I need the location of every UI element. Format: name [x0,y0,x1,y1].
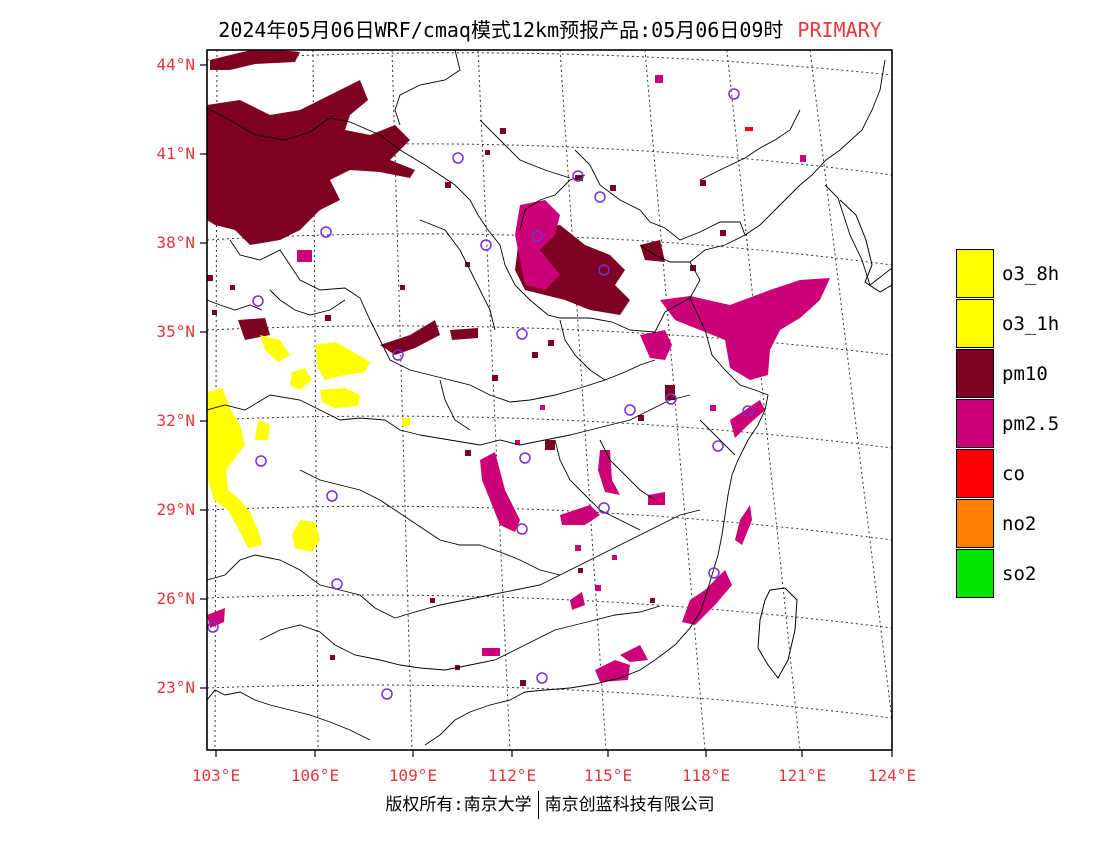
station-markers [207,88,754,700]
lon-label-103: 103°E [191,766,241,785]
lon-label-115: 115°E [583,766,633,785]
legend-swatch [956,299,994,348]
lat-label-35: 35°N [156,322,195,341]
korea-outline [839,199,892,293]
lat-label-38: 38°N [156,233,195,252]
co-area [745,127,753,131]
lon-label-121: 121°E [777,766,827,785]
map-title: 2024年05月06日WRF/cmaq模式12km预报产品:05月06日09时 P… [0,14,1100,43]
lon-label-118: 118°E [681,766,731,785]
copyright-footer: 版权所有:南京大学 南京创蓝科技有限公司 [0,790,1100,819]
legend-swatch [956,249,994,298]
legend-item-no2: no2 [956,499,1086,549]
lat-ticks [200,64,207,689]
o3-areas [208,335,410,552]
copyright-right: 南京创蓝科技有限公司 [544,795,715,815]
boundaries [207,50,892,746]
scattered-pixels [207,128,726,686]
title-text: 2024年05月06日WRF/cmaq模式12km预报产品:05月06日09时 [218,18,784,42]
lon-label-112: 112°E [487,766,537,785]
legend-label: co [1002,463,1025,485]
legend-item-so2: so2 [956,549,1086,599]
legend-label: pm10 [1002,363,1048,385]
legend-swatch [956,499,994,548]
legend-label: so2 [1002,563,1037,585]
legend-item-pm25: pm2.5 [956,399,1086,449]
legend-item-co: co [956,449,1086,499]
legend-label: pm2.5 [1002,413,1060,435]
legend-swatch [956,549,994,598]
lat-label-29: 29°N [156,500,195,519]
lat-label-44: 44°N [156,55,195,74]
legend-swatch [956,349,994,398]
legend-swatch [956,399,994,448]
footer-separator [537,791,539,819]
primary-tag: PRIMARY [797,18,882,42]
legend-item-o3-8h: o3_8h [956,249,1086,299]
lon-ticks [215,750,893,757]
lon-label-106: 106°E [290,766,340,785]
legend-item-o3-1h: o3_1h [956,299,1086,349]
legend-label: o3_1h [1002,313,1060,335]
lat-label-41: 41°N [156,144,195,163]
legend-swatch [956,449,994,498]
lon-label-109: 109°E [388,766,438,785]
legend-label: no2 [1002,513,1037,535]
pm10-areas [207,50,675,450]
legend-item-pm10: pm10 [956,349,1086,399]
map-frame [206,49,893,751]
copyright-left: 版权所有:南京大学 [385,795,532,815]
legend-label: o3_8h [1002,263,1060,285]
taiwan-outline [757,587,798,679]
lat-label-23: 23°N [156,678,195,697]
lon-label-124: 124°E [867,766,917,785]
lat-label-26: 26°N [156,589,195,608]
lat-label-32: 32°N [156,411,195,430]
